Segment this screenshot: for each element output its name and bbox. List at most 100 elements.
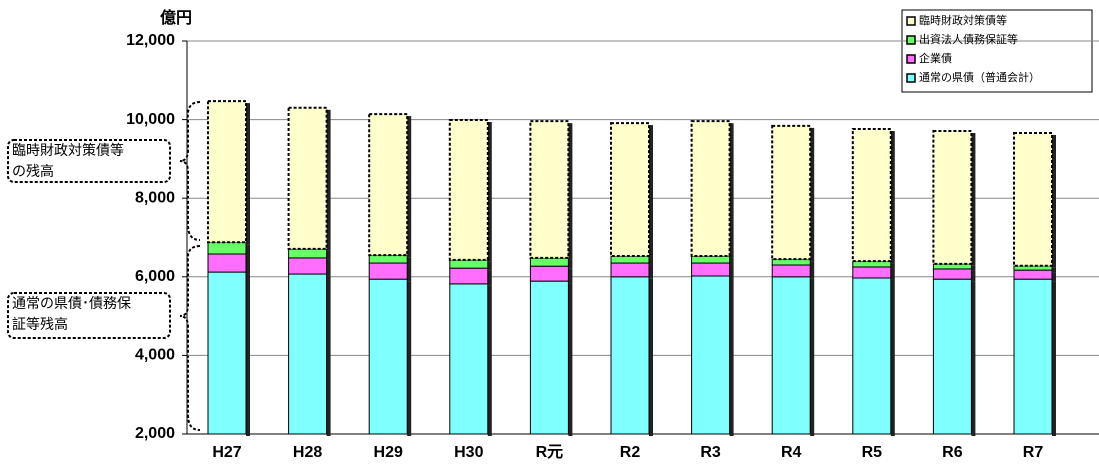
- bar-shadow: [326, 250, 331, 260]
- bar-segment: [207, 253, 247, 273]
- bar-shadow: [890, 131, 895, 264]
- bar-shadow: [890, 279, 895, 436]
- bar-segment: [851, 128, 892, 263]
- bar-shadow: [729, 265, 734, 279]
- bar-shadow: [487, 121, 492, 262]
- bar-segment: [529, 265, 569, 282]
- bar-shadow: [649, 125, 653, 258]
- legend-swatch: [906, 73, 916, 83]
- bar-segment: [691, 262, 731, 277]
- bar-shadow: [246, 256, 250, 275]
- x-tick-label: R2: [620, 444, 641, 461]
- y-tick-label: 2,000: [135, 425, 175, 442]
- bar-shadow: [971, 132, 976, 266]
- bar-shadow: [326, 109, 331, 251]
- bar-segment: [449, 259, 489, 269]
- bar-shadow: [487, 270, 492, 286]
- x-tick-label: H27: [212, 444, 241, 461]
- bar-segment: [288, 273, 328, 435]
- bar-segment: [368, 262, 408, 280]
- bracket: [179, 101, 201, 241]
- legend-box: [901, 9, 1093, 93]
- bar-shadow: [810, 267, 815, 279]
- bar-shadow: [487, 261, 492, 271]
- bar-shadow: [407, 265, 412, 282]
- bar-segment: [368, 254, 408, 264]
- bar-segment: [771, 124, 812, 261]
- annotation: 証等残高: [12, 316, 68, 333]
- y-tick-label: 10,000: [126, 111, 175, 128]
- bar-shadow: [246, 244, 250, 257]
- bar-shadow: [729, 123, 734, 258]
- bar-shadow: [890, 263, 895, 269]
- legend-label: 臨時財政対策債等: [919, 13, 1007, 27]
- x-tick-label: R元: [536, 444, 564, 461]
- bar-shadow: [971, 270, 976, 282]
- bar-shadow: [729, 257, 734, 266]
- bar-segment: [1013, 278, 1053, 435]
- bar-shadow: [1052, 134, 1056, 268]
- unit-label: 億円: [160, 8, 192, 27]
- x-tick-label: R5: [862, 444, 883, 461]
- bar-shadow: [568, 259, 573, 269]
- bar-segment: [610, 262, 650, 278]
- x-tick-label: R6: [942, 444, 963, 461]
- bar-shadow: [568, 268, 573, 284]
- bar-segment: [368, 113, 409, 257]
- bar-segment: [610, 255, 650, 264]
- bar-shadow: [568, 123, 573, 260]
- y-tick-label: 6,000: [135, 268, 175, 285]
- legend-label: 出資法人債務保証等: [919, 32, 1018, 46]
- bar-segment: [691, 255, 731, 264]
- annotation: の残高: [12, 163, 54, 180]
- bar-segment: [932, 278, 972, 435]
- bar-segment: [690, 120, 731, 257]
- bar-segment: [288, 248, 328, 259]
- legend-label: 企業債: [919, 51, 952, 65]
- bar-segment: [448, 118, 489, 261]
- bar-segment: [771, 276, 811, 435]
- x-tick-label: R3: [700, 444, 721, 461]
- bar-shadow: [810, 127, 815, 262]
- x-tick-label: H28: [293, 444, 322, 461]
- x-tick-label: R4: [781, 444, 802, 461]
- bar-segment: [207, 100, 247, 244]
- bar-shadow: [246, 274, 250, 436]
- bar-shadow: [1052, 272, 1056, 282]
- y-tick-label: 12,000: [126, 32, 175, 49]
- bar-shadow: [326, 259, 331, 277]
- legend-swatch: [906, 35, 916, 45]
- bar-segment: [691, 275, 731, 435]
- bar-segment: [610, 276, 650, 435]
- bar-segment: [771, 264, 811, 278]
- bar-shadow: [487, 285, 492, 436]
- bar-segment: [1013, 269, 1053, 280]
- bar-segment: [932, 129, 973, 265]
- bar-shadow: [971, 265, 976, 271]
- bar-segment: [610, 122, 650, 257]
- bar-shadow: [1052, 267, 1056, 273]
- bar-shadow: [1052, 281, 1056, 436]
- x-tick-label: H29: [374, 444, 403, 461]
- bar-segment: [368, 278, 408, 435]
- bar-shadow: [246, 103, 250, 245]
- bar-segment: [529, 280, 569, 435]
- bar-segment: [1013, 131, 1053, 267]
- bar-shadow: [729, 278, 734, 436]
- bar-segment: [207, 271, 247, 435]
- bar-segment: [529, 120, 570, 259]
- legend-swatch: [906, 54, 916, 64]
- annotation-box: [7, 139, 171, 183]
- bar-shadow: [649, 278, 653, 436]
- bar-segment: [449, 267, 489, 285]
- bar-shadow: [407, 281, 412, 436]
- bracket: [179, 245, 201, 431]
- annotation-box: [7, 292, 171, 339]
- annotation: 通常の県債･債務保: [12, 296, 131, 312]
- bar-shadow: [407, 257, 412, 266]
- bar-segment: [852, 277, 892, 435]
- x-tick-label: H30: [454, 444, 483, 461]
- bar-shadow: [649, 265, 653, 279]
- bar-shadow: [649, 257, 653, 266]
